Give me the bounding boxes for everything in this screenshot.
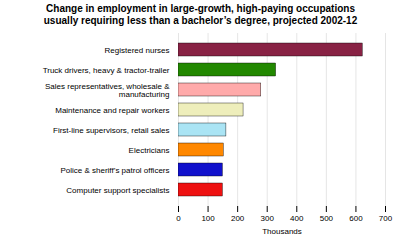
svg-text:Truck drivers, heavy & tractor: Truck drivers, heavy & tractor-trailer — [43, 66, 170, 75]
svg-text:Thousands: Thousands — [262, 227, 302, 236]
svg-text:400: 400 — [290, 214, 304, 223]
svg-text:Computer support specialists: Computer support specialists — [66, 186, 169, 195]
svg-text:Registered nurses: Registered nurses — [105, 46, 170, 55]
svg-text:Sales representatives, wholesa: Sales representatives, wholesale &manufa… — [45, 82, 170, 99]
svg-text:Police & sheriff’s patrol offi: Police & sheriff’s patrol officers — [60, 166, 169, 175]
html-text:Change in employment in large-: Change in employment in large-growth, hi… — [46, 3, 355, 14]
svg-text:600: 600 — [349, 214, 363, 223]
svg-text:100: 100 — [201, 214, 215, 223]
svg-text:Maintenance and repair workers: Maintenance and repair workers — [55, 106, 169, 115]
svg-text:0: 0 — [176, 214, 181, 223]
svg-text:700: 700 — [379, 214, 393, 223]
svg-text:500: 500 — [320, 214, 334, 223]
svg-text:Electricians: Electricians — [129, 146, 170, 155]
svg-text:First-line supervisors, retail: First-line supervisors, retail sales — [53, 126, 169, 135]
svg-text:300: 300 — [261, 214, 275, 223]
svg-text:200: 200 — [231, 214, 245, 223]
html-text:usually requiring less than a: usually requiring less than a bachelor’s… — [43, 15, 358, 26]
